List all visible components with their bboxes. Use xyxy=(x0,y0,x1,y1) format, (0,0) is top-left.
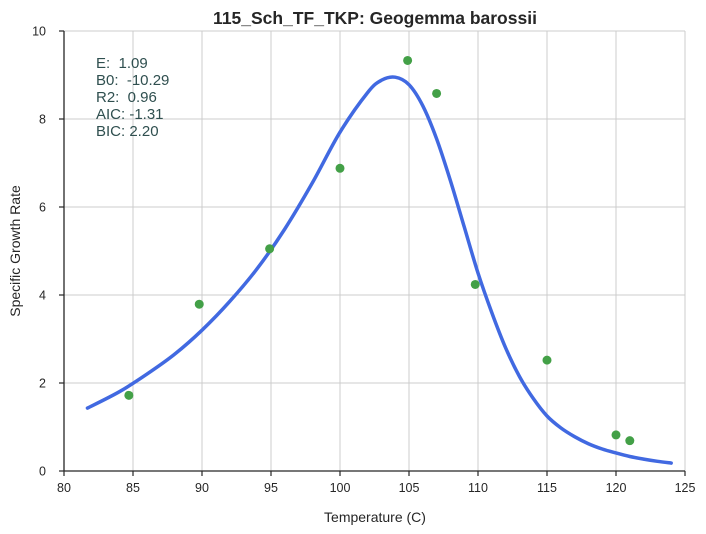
x-tick-label: 100 xyxy=(330,481,351,495)
axes xyxy=(63,31,685,472)
stat-aic: AIC: -1.31 xyxy=(96,106,164,123)
y-axis-label: Specific Growth Rate xyxy=(7,185,23,317)
data-point xyxy=(403,55,413,65)
data-point xyxy=(124,390,134,400)
x-ticks: 80 85 90 95 100 105 110 115 120 125 xyxy=(57,471,695,495)
y-tick-label: 0 xyxy=(39,465,46,479)
y-tick-label: 10 xyxy=(32,25,46,39)
stat-r2: R2: 0.96 xyxy=(96,89,157,106)
chart-title: 115_Sch_TF_TKP: Geogemma barossii xyxy=(213,8,537,28)
grid xyxy=(64,30,686,471)
fitted-curve xyxy=(85,75,673,465)
fitted-curve-group xyxy=(85,75,673,465)
y-tick-label: 2 xyxy=(39,377,46,391)
x-axis-label: Temperature (C) xyxy=(324,509,426,525)
data-point xyxy=(625,436,635,446)
data-point xyxy=(335,163,345,173)
x-tick-label: 110 xyxy=(468,481,488,495)
y-ticks: 0 2 4 6 8 10 xyxy=(32,25,64,479)
x-tick-label: 105 xyxy=(399,481,420,495)
data-point xyxy=(470,279,480,289)
y-tick-label: 8 xyxy=(39,113,46,127)
x-tick-label: 90 xyxy=(195,481,209,495)
x-tick-label: 80 xyxy=(57,481,71,495)
x-tick-label: 120 xyxy=(606,481,627,495)
y-tick-label: 6 xyxy=(39,201,46,215)
y-tick-label: 4 xyxy=(39,289,46,303)
stat-e: E: 1.09 xyxy=(96,55,148,72)
data-point xyxy=(542,355,552,365)
data-point xyxy=(194,299,204,309)
fit-statistics: E: 1.09 B0: -10.29 R2: 0.96 AIC: -1.31 B… xyxy=(96,55,169,140)
x-tick-label: 115 xyxy=(537,481,557,495)
x-tick-label: 125 xyxy=(675,481,696,495)
data-point xyxy=(611,430,621,440)
stat-bic: BIC: 2.20 xyxy=(96,123,159,140)
data-points-group xyxy=(124,55,635,446)
stat-b0: B0: -10.29 xyxy=(96,72,169,89)
data-point xyxy=(432,88,442,98)
x-tick-label: 85 xyxy=(126,481,140,495)
x-tick-label: 95 xyxy=(264,481,278,495)
data-point xyxy=(265,244,275,254)
